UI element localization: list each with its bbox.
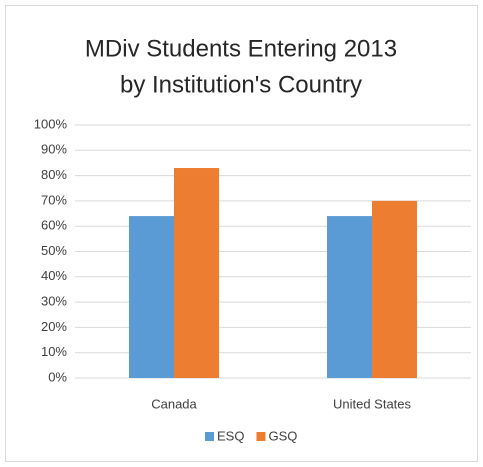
y-tick-label: 70% <box>41 192 67 207</box>
bar <box>327 216 372 378</box>
legend-swatch <box>205 432 214 441</box>
legend-swatch <box>256 432 266 441</box>
y-tick-label: 30% <box>41 294 67 309</box>
bar <box>129 216 174 378</box>
legend-label: GSQ <box>268 428 297 443</box>
y-tick-label: 60% <box>41 218 67 233</box>
y-tick-label: 80% <box>41 167 67 182</box>
legend-label: ESQ <box>217 428 244 443</box>
y-tick-label: 20% <box>41 319 67 334</box>
y-tick-label: 90% <box>41 142 67 157</box>
bar <box>372 200 417 378</box>
y-tick-label: 100% <box>34 116 68 131</box>
chart-title: MDiv Students Entering 2013 <box>85 35 397 62</box>
y-tick-label: 0% <box>48 369 67 384</box>
y-tick-label: 40% <box>41 268 67 283</box>
chart-title: by Institution's Country <box>120 71 362 98</box>
y-tick-label: 50% <box>41 243 67 258</box>
x-tick-label: Canada <box>151 396 197 411</box>
x-tick-label: United States <box>333 396 412 411</box>
y-tick-label: 10% <box>41 344 67 359</box>
bar <box>174 168 219 378</box>
